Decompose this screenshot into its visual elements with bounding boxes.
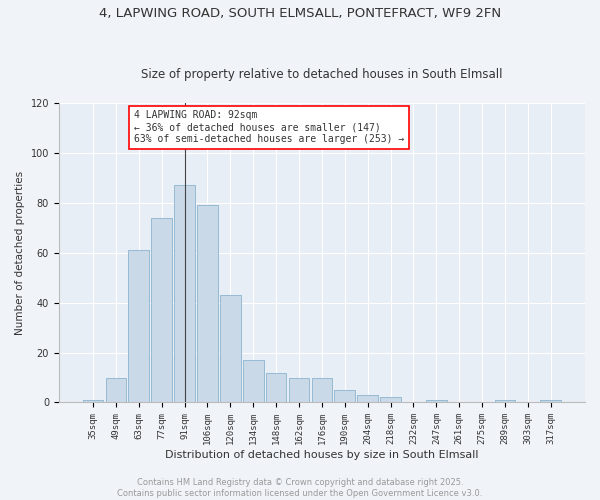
Bar — [266, 372, 286, 402]
Text: Contains HM Land Registry data © Crown copyright and database right 2025.
Contai: Contains HM Land Registry data © Crown c… — [118, 478, 482, 498]
Bar — [128, 250, 149, 402]
Bar — [83, 400, 103, 402]
Y-axis label: Number of detached properties: Number of detached properties — [15, 170, 25, 335]
Bar — [243, 360, 263, 403]
Bar — [358, 395, 378, 402]
Bar — [151, 218, 172, 402]
Text: 4, LAPWING ROAD, SOUTH ELMSALL, PONTEFRACT, WF9 2FN: 4, LAPWING ROAD, SOUTH ELMSALL, PONTEFRA… — [99, 8, 501, 20]
X-axis label: Distribution of detached houses by size in South Elmsall: Distribution of detached houses by size … — [165, 450, 479, 460]
Bar — [106, 378, 126, 402]
Title: Size of property relative to detached houses in South Elmsall: Size of property relative to detached ho… — [141, 68, 503, 81]
Bar — [289, 378, 309, 402]
Bar — [220, 295, 241, 403]
Bar — [197, 206, 218, 402]
Bar — [541, 400, 561, 402]
Bar — [380, 398, 401, 402]
Bar — [334, 390, 355, 402]
Bar — [174, 186, 195, 402]
Bar — [426, 400, 446, 402]
Text: 4 LAPWING ROAD: 92sqm
← 36% of detached houses are smaller (147)
63% of semi-det: 4 LAPWING ROAD: 92sqm ← 36% of detached … — [134, 110, 404, 144]
Bar — [495, 400, 515, 402]
Bar — [311, 378, 332, 402]
